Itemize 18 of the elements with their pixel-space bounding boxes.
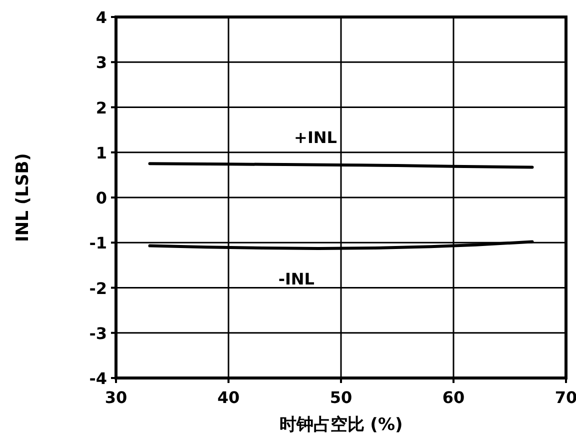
y-tick-label: -4	[89, 369, 107, 388]
series-label: +INL	[294, 128, 337, 148]
x-tick-label: 60	[442, 388, 465, 407]
y-tick-label: 3	[96, 53, 107, 72]
y-tick-label: -2	[89, 278, 107, 298]
x-tick-label: 40	[217, 388, 240, 407]
y-tick-label: -3	[89, 324, 107, 343]
series-label: -INL	[278, 269, 314, 288]
x-tick-label: 70	[554, 388, 576, 407]
y-tick-label: 0	[96, 188, 107, 208]
y-axis-title: INL (LSB)	[13, 153, 33, 242]
y-tick-label: -1	[89, 234, 107, 253]
x-tick-label: 50	[330, 388, 352, 407]
y-tick-label: 4	[96, 8, 107, 27]
y-tick-label: 2	[96, 98, 107, 118]
x-tick-label: 30	[104, 388, 128, 407]
y-tick-label: 1	[96, 143, 107, 162]
x-axis-title: 时钟占空比 (%)	[279, 415, 403, 435]
